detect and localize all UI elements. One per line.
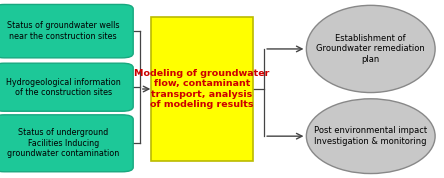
Ellipse shape	[306, 5, 435, 93]
FancyBboxPatch shape	[0, 63, 133, 111]
Text: Modeling of groundwater
flow, contaminant
transport, analysis
of modeling result: Modeling of groundwater flow, contaminan…	[135, 69, 270, 109]
Text: Status of groundwater wells
near the construction sites: Status of groundwater wells near the con…	[7, 22, 119, 41]
FancyBboxPatch shape	[0, 115, 133, 172]
Ellipse shape	[306, 99, 435, 174]
FancyBboxPatch shape	[0, 4, 133, 58]
Text: Status of underground
Facilities Inducing
groundwater contamination: Status of underground Facilities Inducin…	[7, 128, 119, 158]
Text: Establishment of
Groundwater remediation
plan: Establishment of Groundwater remediation…	[317, 34, 425, 64]
Text: Post environmental impact
Investigation & monitoring: Post environmental impact Investigation …	[314, 127, 427, 146]
Text: Hydrogeological information
of the construction sites: Hydrogeological information of the const…	[6, 78, 121, 97]
FancyBboxPatch shape	[151, 17, 253, 161]
